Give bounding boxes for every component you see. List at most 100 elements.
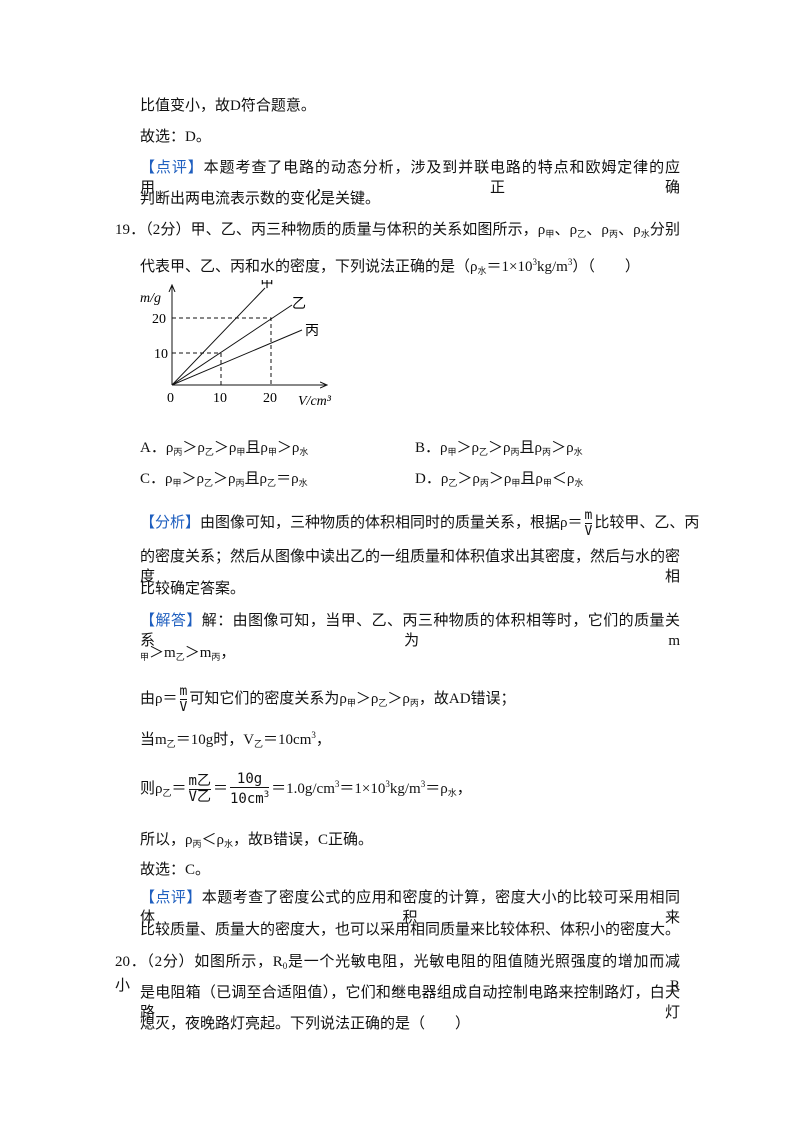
text: 乙 [166,739,176,749]
text: 水 [573,447,583,457]
text: ＞m [184,645,212,661]
text: V [188,789,197,805]
line: 19．（2分）甲、乙、丙三种物质的质量与体积的关系如图所示，ρ甲、ρ乙、ρ丙、ρ… [115,220,680,244]
text: 由图像可知，三种物质的体积相同时的质量关系，根据ρ＝ [200,514,583,531]
text: 乙 [378,697,388,708]
text: 丙 [608,229,619,239]
option: B．ρ甲＞ρ乙＞ρ丙且ρ丙＞ρ水 [415,438,583,462]
guide-lines [172,317,272,385]
text: 0 [282,961,288,971]
text: 【分析】 [140,514,201,531]
layout: 10g 10cm3 [229,772,270,807]
text: 分别 [649,222,680,238]
line: 故选：D。 [140,127,211,147]
text: 甲 [140,652,150,662]
text: ＝1×10 [339,780,386,797]
text: ＞ρ [488,440,511,456]
text: ＞ρ [355,690,379,707]
text: V/cm³ [298,394,332,409]
text: 3 [263,790,270,800]
line: 比较质量、质量大的密度大，也可以采用相同质量来比较体积、体积小的密度大。 [140,920,680,940]
text: 水 [299,447,309,457]
text: 【解答】 [140,613,202,629]
text: V [584,523,593,539]
text: 甲 [542,478,552,488]
text: m [179,684,188,699]
layout: V乙 [188,789,211,805]
text: 甲 [260,280,274,291]
text: 故选：D。 [140,129,211,145]
text: 甲 [447,447,457,457]
text: 甲 [236,447,246,457]
text: 比较甲、乙、丙 [594,514,700,531]
text: 比较质量、质量大的密度大，也可以采用相同质量来比较体积、体积小的密度大。 [140,922,681,938]
option: C．ρ甲＞ρ乙＞ρ丙且ρ乙＝ρ水 [140,469,308,493]
line: 当m乙＝10g时，V乙＝10cm3， [140,725,331,754]
text: 0 [167,391,174,406]
line-bing [171,329,303,386]
text: 丙 [173,447,183,457]
text: 本题考查了密度公式的应用和密度的计算，密度大小的比较可采用相同体积来 [140,890,680,926]
graph: m/g V/cm³ 0 10 20 10 20 甲 乙 丙 [140,280,332,409]
text: m [188,773,197,789]
text: 的密度关系；然后从图像中读出乙的一组质量和体积值求出其密度，然后与水的密度相 [140,549,681,585]
line: 比值变小，故D符合题意。 [140,96,316,116]
text: 水 [447,787,457,798]
line: 比较确定答案。 [140,579,245,599]
text: 丙 [542,447,552,457]
text: kg/m [389,780,421,797]
line-jia [171,287,266,386]
text: 丙 [409,697,419,708]
text: ＞ρ [387,690,410,707]
text: 乙 [254,739,264,749]
layout: 10cm3 [229,787,270,807]
text: 乙 [267,478,277,488]
text: 熄灭，夜晚路灯亮起。下列说法正确的是（ ） [140,1016,471,1032]
text: 【点评】 [140,890,202,906]
text: 甲 [511,478,521,488]
text: 比值变小，故D符合题意。 [140,98,316,114]
text: 丙 [479,478,489,488]
text: kg/m [536,259,568,275]
text: 3 [532,257,537,267]
text: ＞ρ [276,440,300,456]
text: 且ρ [519,440,543,456]
text: 且ρ [520,471,543,487]
option: D．ρ乙＞ρ丙＞ρ甲且ρ甲＜ρ水 [415,469,583,493]
text: 20 [152,312,166,327]
text: 判断出两电流表示数的变化是关键。 [140,191,381,207]
text: ＞ρ [181,471,205,487]
text: 乙 [175,652,185,662]
text: 、ρ [554,222,578,238]
option: A．ρ丙＞ρ乙＞ρ甲且ρ甲＞ρ水 [140,438,308,462]
line: 所以，ρ丙＜ρ水，故B错误，C正确。 [140,830,373,854]
line: 判断出两电流表示数的变化是关键。 [140,189,380,209]
text: ＝1.0g/cm [271,780,335,797]
line: 【点评】本题考查了电路的动态分析，涉及到并联电路的特点和欧姆定律的应用，正确 [140,158,680,198]
text: 甲 [172,478,182,488]
text: V [179,699,188,715]
text: 解：由图像可知，当甲、乙、丙三种物质的体积相等时，它们的质量关系为m [140,613,680,649]
text: 代表甲、乙、丙和水的密度，下列说法正确的是（ρ [140,259,478,275]
text: 丙 [192,839,202,849]
text: 故选：C。 [140,862,211,878]
text: A．ρ [140,440,174,456]
text: ，故AD错误； [418,690,516,707]
text: 【点评】 [140,160,204,176]
text: D．ρ [415,471,449,487]
text: ， [315,732,331,748]
line: 是电阻箱（已调至合适阻值），它们和继电器组成自动控制电路来控制路灯，白天路灯 [140,983,680,1023]
line: 【解答】解：由图像可知，当甲、乙、丙三种物质的体积相等时，它们的质量关系为m [140,611,680,651]
text: 本题考查了电路的动态分析，涉及到并联电路的特点和欧姆定律的应用，正确 [140,160,680,196]
text: 水 [477,266,487,276]
text: m/g [140,291,161,306]
text: ＞ρ [488,471,512,487]
text: C．ρ [140,471,173,487]
text: ＞ρ [213,471,236,487]
text: （2分）甲、乙、丙三种物质的质量与体积的关系如图所示，ρ [145,222,546,238]
line: 的密度关系；然后从图像中读出乙的一组质量和体积值求出其密度，然后与水的密度相 [140,547,680,587]
text: 丙 [235,478,245,488]
text: 10cm [229,791,264,807]
